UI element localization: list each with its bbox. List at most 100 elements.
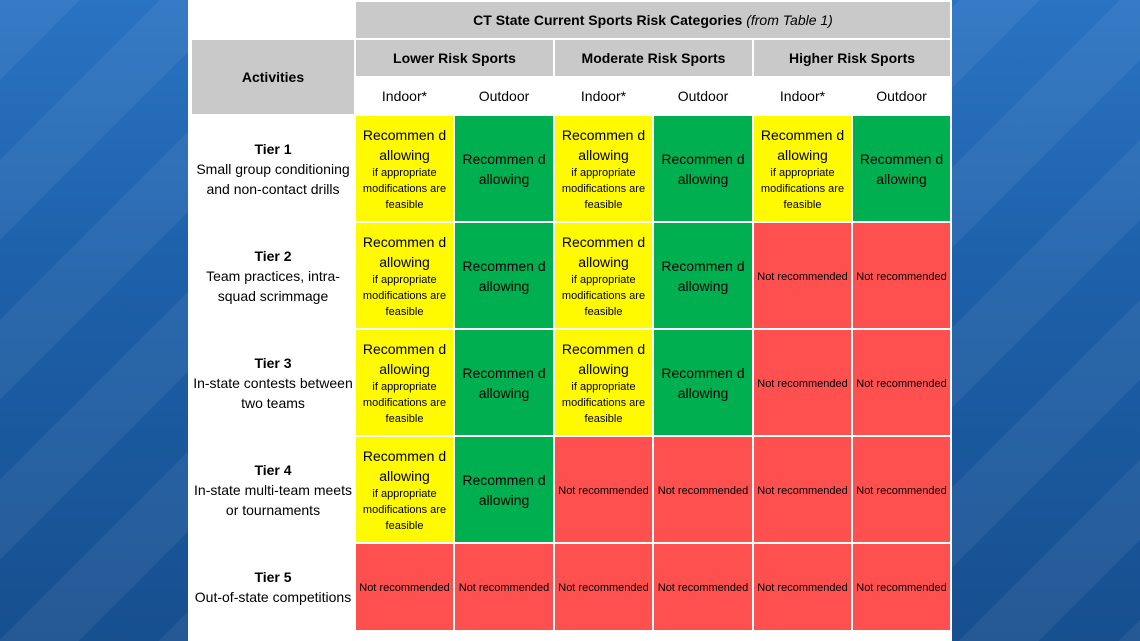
recommend-text: Recommen d allowing (661, 257, 745, 294)
tier-name: Tier 4 (254, 461, 292, 478)
not-recommended-text: Not recommended (856, 484, 947, 497)
not-recommended-text: Not recommended (757, 270, 848, 283)
setting-higher-indoor: Indoor* (752, 76, 853, 116)
table-row: Tier 5 Out-of-state competitions Not recom… (190, 542, 952, 632)
table-row: Tier 4 In-state multi-team meets or tourn… (190, 435, 952, 544)
recommend-text: Recommen d allowing (661, 150, 745, 187)
not-recommended-text: Not recommended (558, 582, 649, 594)
cell-conditional: Recommen d allowing if appropriate modifi… (354, 328, 455, 437)
tier-5-activity: Tier 5 Out-of-state competitions (190, 542, 356, 632)
tier-name: Tier 3 (254, 354, 292, 371)
cell-not-recommended: Not recommended (851, 435, 952, 544)
recommend-text: Recommen d allowing (462, 471, 546, 508)
table-row: Tier 2 Team practices, intra-squad scrimm… (190, 221, 952, 330)
recommend-text: Recommen d allowing (462, 364, 546, 401)
setting-lower-outdoor: Outdoor (453, 76, 555, 116)
category-lower: Lower Risk Sports (354, 38, 555, 78)
table-row: Tier 1 Small group conditioning and non-c… (190, 114, 952, 223)
table-row: Tier 3 In-state contests between two team… (190, 328, 952, 437)
table-title-main: CT State Current Sports Risk Categories (473, 12, 743, 28)
recommend-text: Recommen d allowing (561, 233, 646, 270)
cell-conditional: Recommen d allowing if appropriate modifi… (354, 435, 455, 544)
condition-text: if appropriate modifications are feasibl… (362, 273, 447, 318)
tier-3-activity: Tier 3 In-state contests between two team… (190, 328, 356, 437)
condition-text: if appropriate modifications are feasibl… (561, 273, 646, 318)
condition-text: if appropriate modifications are feasibl… (561, 380, 646, 425)
table-title: CT State Current Sports Risk Categories … (354, 0, 952, 40)
cell-allowed: Recommen d allowing (453, 114, 555, 223)
tier-name: Tier 5 (254, 569, 292, 585)
not-recommended-text: Not recommended (757, 484, 848, 497)
cell-not-recommended: Not recommended (553, 435, 654, 544)
cell-allowed: Recommen d allowing (453, 435, 555, 544)
cell-not-recommended: Not recommended (851, 221, 952, 330)
condition-text: if appropriate modifications are feasibl… (362, 166, 447, 211)
tier-2-activity: Tier 2 Team practices, intra-squad scrimm… (190, 221, 356, 330)
recommend-text: Recommen d allowing (462, 150, 546, 187)
not-recommended-text: Not recommended (856, 270, 947, 283)
cell-conditional: Recommen d allowing if appropriate modifi… (553, 114, 654, 223)
condition-text: if appropriate modifications are feasibl… (760, 166, 845, 211)
table-title-italic: (from Table 1) (746, 12, 833, 28)
cell-not-recommended: Not recommended (652, 435, 754, 544)
tier-description: In-state multi-team meets or tournaments (194, 481, 352, 518)
cell-not-recommended: Not recommended (354, 542, 455, 632)
not-recommended-text: Not recommended (757, 377, 848, 390)
cell-conditional: Recommen d allowing if appropriate modifi… (752, 114, 853, 223)
tier-rows: Tier 1 Small group conditioning and non-c… (190, 114, 952, 632)
condition-text: if appropriate modifications are feasibl… (362, 487, 447, 532)
cell-not-recommended: Not recommended (752, 221, 853, 330)
category-higher: Higher Risk Sports (752, 38, 952, 78)
cell-not-recommended: Not recommended (851, 328, 952, 437)
tier-name: Tier 2 (254, 247, 292, 264)
tier-description: Out-of-state competitions (194, 589, 352, 605)
not-recommended-text: Not recommended (757, 582, 848, 594)
cell-allowed: Recommen d allowing (453, 328, 555, 437)
cell-allowed: Recommen d allowing (453, 221, 555, 330)
category-moderate: Moderate Risk Sports (553, 38, 754, 78)
cell-not-recommended: Not recommended (752, 328, 853, 437)
cell-allowed: Recommen d allowing (851, 114, 952, 223)
corner-blank (190, 0, 356, 40)
recommend-text: Recommen d allowing (362, 340, 447, 377)
tier-4-activity: Tier 4 In-state multi-team meets or tourn… (190, 435, 356, 544)
recommend-text: Recommen d allowing (561, 340, 646, 377)
condition-text: if appropriate modifications are feasibl… (362, 380, 447, 425)
cell-not-recommended: Not recommended (453, 542, 555, 632)
cell-conditional: Recommen d allowing if appropriate modifi… (553, 221, 654, 330)
recommend-text: Recommen d allowing (661, 364, 745, 401)
tier-description: Team practices, intra-squad scrimmage (206, 267, 340, 304)
not-recommended-text: Not recommended (558, 484, 649, 497)
activities-header: Activities (190, 38, 356, 116)
not-recommended-text: Not recommended (359, 582, 450, 594)
not-recommended-text: Not recommended (657, 484, 749, 497)
not-recommended-text: Not recommended (458, 582, 550, 594)
setting-higher-outdoor: Outdoor (851, 76, 952, 116)
recommend-text: Recommen d allowing (859, 150, 944, 187)
cell-not-recommended: Not recommended (553, 542, 654, 632)
cell-not-recommended: Not recommended (752, 542, 853, 632)
recommend-text: Recommen d allowing (561, 126, 646, 163)
recommend-text: Recommen d allowing (760, 126, 845, 163)
cell-not-recommended: Not recommended (752, 435, 853, 544)
cell-allowed: Recommen d allowing (652, 221, 754, 330)
cell-allowed: Recommen d allowing (652, 328, 754, 437)
not-recommended-text: Not recommended (657, 582, 749, 594)
setting-moderate-outdoor: Outdoor (652, 76, 754, 116)
not-recommended-text: Not recommended (856, 582, 947, 594)
recommend-text: Recommen d allowing (462, 257, 546, 294)
cell-conditional: Recommen d allowing if appropriate modifi… (354, 221, 455, 330)
recommend-text: Recommen d allowing (362, 126, 447, 163)
cell-not-recommended: Not recommended (851, 542, 952, 632)
cell-not-recommended: Not recommended (652, 542, 754, 632)
cell-conditional: Recommen d allowing if appropriate modifi… (553, 328, 654, 437)
tier-name: Tier 1 (254, 140, 292, 157)
tier-1-activity: Tier 1 Small group conditioning and non-c… (190, 114, 356, 223)
tier-description: In-state contests between two teams (193, 374, 353, 411)
condition-text: if appropriate modifications are feasibl… (561, 166, 646, 211)
tier-description: Small group conditioning and non-contact… (196, 160, 350, 197)
cell-conditional: Recommen d allowing if appropriate modifi… (354, 114, 455, 223)
setting-lower-indoor: Indoor* (354, 76, 455, 116)
recommend-text: Recommen d allowing (362, 447, 447, 484)
setting-moderate-indoor: Indoor* (553, 76, 654, 116)
